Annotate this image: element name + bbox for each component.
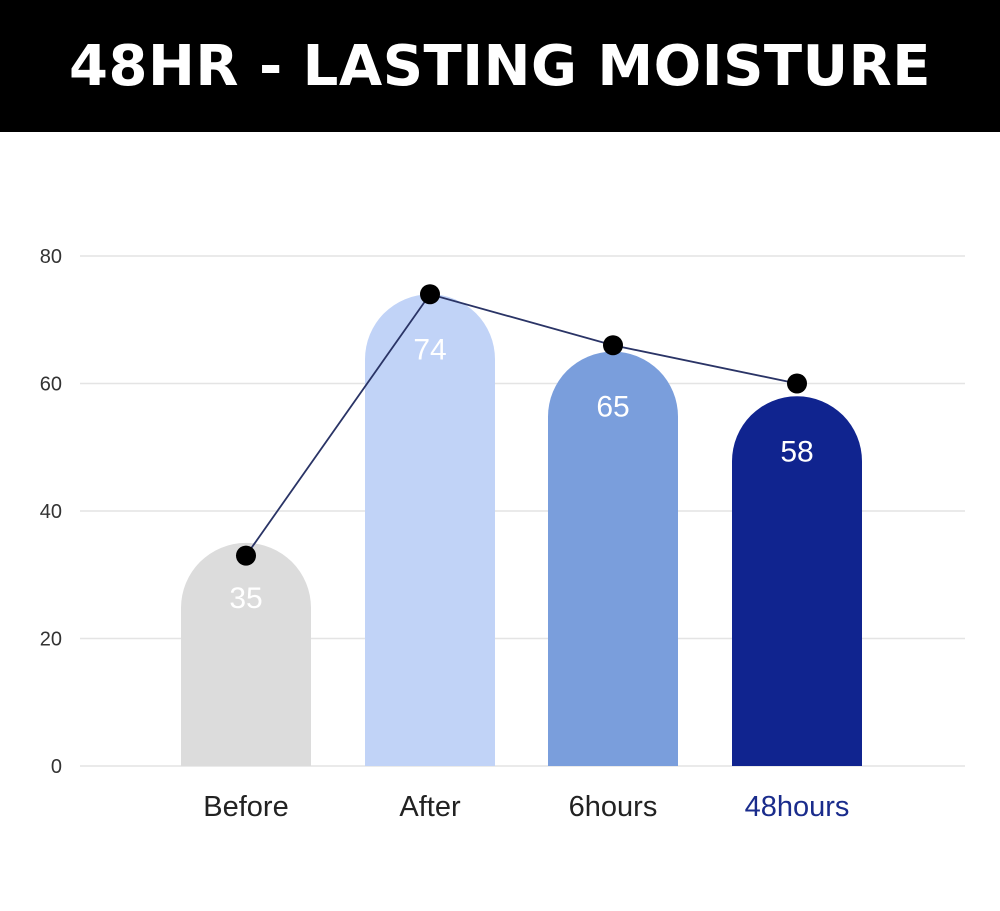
trend-marker [603,335,623,356]
trend-polyline [245,293,798,557]
trend-marker [236,545,256,566]
category-label: After [399,791,461,823]
x-axis-labels: Before After 6hours 48hours [203,791,849,823]
bar-6hours [548,351,678,766]
y-tick-label: 60 [40,374,62,396]
value-label: 65 [596,391,629,424]
y-tick-label: 20 [40,629,62,651]
category-label: Before [203,791,288,823]
category-label: 48hours [745,791,850,823]
bar-48hours [732,396,862,766]
value-label: 35 [229,582,262,615]
trend-line [236,284,807,566]
bars [181,294,862,766]
bar-after [365,294,495,766]
trend-marker [420,284,440,305]
chart-title: 48HR - LASTING MOISTURE [69,33,931,99]
bar-before [181,542,311,766]
category-label: 6hours [569,791,658,823]
value-label: 58 [780,435,813,468]
trend-marker [787,373,807,394]
y-tick-label: 40 [40,501,62,523]
header-banner: 48HR - LASTING MOISTURE [0,0,1000,132]
y-tick-label: 0 [51,756,62,778]
value-labels: 35 74 65 58 [229,333,813,615]
value-label: 74 [413,333,446,366]
y-tick-label: 80 [40,246,62,268]
y-axis-ticks: 0 20 40 60 80 [40,246,62,778]
